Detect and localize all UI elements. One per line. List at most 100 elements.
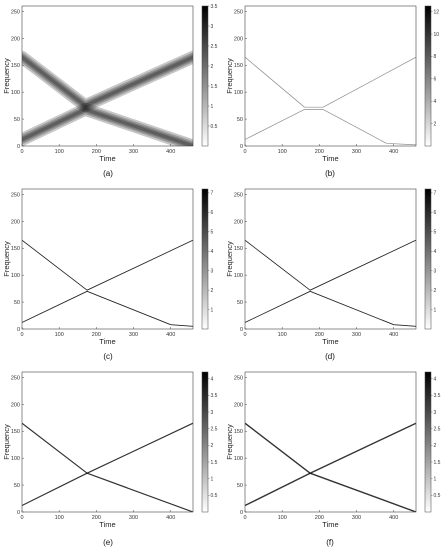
colorbar-tick-label: 2.5 <box>434 426 441 432</box>
x-tick-label: 100 <box>278 515 287 521</box>
y-tick-label: 0 <box>240 510 243 516</box>
y-tick-label: 250 <box>234 192 243 198</box>
x-tick-label: 400 <box>389 332 398 338</box>
ridge-2 <box>245 290 416 327</box>
colorbar-tick-label: 4 <box>434 99 437 105</box>
panel-caption-b: (b) <box>325 169 335 178</box>
plot-area <box>22 372 193 512</box>
y-tick-label: 250 <box>11 192 20 198</box>
colorbar-tick-label: 1.5 <box>211 84 218 90</box>
y-tick-label: 50 <box>14 300 20 306</box>
y-axis-label: Frequency <box>2 58 11 94</box>
y-tick-label: 100 <box>234 90 243 96</box>
x-tick-label: 300 <box>352 149 361 155</box>
colorbar-tick-label: 0.5 <box>434 493 441 499</box>
y-tick-label: 150 <box>234 429 243 435</box>
y-tick-label: 50 <box>237 300 243 306</box>
y-tick-label: 150 <box>234 63 243 69</box>
y-tick-label: 100 <box>234 456 243 462</box>
colorbar-tick-label: 4 <box>434 249 437 255</box>
colorbar-tick-label: 0.5 <box>211 124 218 130</box>
colorbar-tick-label: 2 <box>211 288 214 294</box>
y-tick-label: 200 <box>11 36 20 42</box>
x-tick-label: 300 <box>129 149 138 155</box>
x-axis-label: Time <box>322 154 338 163</box>
y-tick-label: 200 <box>234 36 243 42</box>
ridge-2 <box>245 422 416 507</box>
y-tick-label: 50 <box>14 483 20 489</box>
plot-frame <box>244 188 417 330</box>
plot-frame <box>244 5 417 147</box>
x-tick-label: 100 <box>278 332 287 338</box>
y-tick-label: 100 <box>234 273 243 279</box>
colorbar-tick-label: 12 <box>434 9 440 15</box>
colorbar-tick-label: 1 <box>211 307 214 313</box>
panel-caption-a: (a) <box>103 169 113 178</box>
colorbar-tick-label: 1 <box>434 476 437 482</box>
colorbar-tick-label: 2 <box>434 443 437 449</box>
x-tick-label: 0 <box>243 515 246 521</box>
colorbar-tick-label: 0.5 <box>211 493 218 499</box>
panel-d: 0 100 200 300 400 0 50 100 150 200 250 Time Frequenc… <box>225 188 437 346</box>
plot-frame <box>244 371 417 513</box>
y-tick-label: 0 <box>240 144 243 150</box>
panel-e: 0 100 200 300 400 0 50 100 150 200 250 Time Frequenc… <box>2 371 218 529</box>
y-tick-label: 0 <box>17 327 20 333</box>
ridge-layer <box>245 422 416 512</box>
x-axis-label: Time <box>322 337 338 346</box>
colorbar-tick-label: 2 <box>211 443 214 449</box>
x-tick-label: 100 <box>278 149 287 155</box>
y-tick-label: 200 <box>234 402 243 408</box>
colorbar-tick-label: 4 <box>211 376 214 382</box>
x-tick-label: 200 <box>92 332 101 338</box>
colorbar-tick-label: 3.5 <box>434 393 441 399</box>
x-tick-label: 300 <box>129 332 138 338</box>
y-axis-label: Frequency <box>225 241 234 277</box>
colorbar-tick-label: 6 <box>434 77 437 83</box>
colorbar-tick-label: 6 <box>434 210 437 216</box>
y-tick-label: 0 <box>17 144 20 150</box>
colorbar-tick-label: 3 <box>211 268 214 274</box>
x-tick-label: 0 <box>243 332 246 338</box>
colorbar <box>424 5 432 147</box>
y-tick-label: 50 <box>237 117 243 123</box>
plot-area <box>22 6 193 146</box>
plot-frame <box>21 371 194 513</box>
y-tick-label: 250 <box>234 9 243 15</box>
plot-frame <box>21 5 194 147</box>
ridge-1 <box>245 56 416 108</box>
colorbar-tick-label: 6 <box>211 210 214 216</box>
x-tick-label: 300 <box>352 515 361 521</box>
ridge-layer <box>245 239 416 327</box>
colorbar-tick-label: 3 <box>211 410 214 416</box>
colorbar-tick-label: 2 <box>434 288 437 294</box>
colorbar <box>201 188 209 330</box>
ridge-1 <box>245 239 416 291</box>
colorbar-tick-label: 7 <box>211 191 214 197</box>
colorbar-tick-label: 3 <box>434 268 437 274</box>
x-tick-label: 100 <box>55 332 64 338</box>
x-tick-label: 300 <box>129 515 138 521</box>
colorbar-tick-label: 7 <box>434 191 437 197</box>
colorbar <box>201 5 209 147</box>
plot-area <box>245 372 416 512</box>
colorbar-tick-label: 5 <box>211 230 214 236</box>
x-tick-label: 400 <box>389 149 398 155</box>
x-tick-label: 0 <box>20 149 23 155</box>
y-axis-label: Frequency <box>2 241 11 277</box>
x-tick-label: 400 <box>166 515 175 521</box>
y-tick-label: 150 <box>11 63 20 69</box>
ridge-1-layer-4 <box>22 55 193 108</box>
panel-caption-d: (d) <box>325 352 335 361</box>
x-tick-label: 200 <box>92 149 101 155</box>
panel-a: 0 100 200 300 400 0 50 100 150 200 250 Time Frequenc… <box>2 4 218 163</box>
colorbar-tick-label: 1 <box>434 307 437 313</box>
y-tick-label: 150 <box>234 246 243 252</box>
colorbar <box>201 371 209 513</box>
x-tick-label: 200 <box>315 332 324 338</box>
ridge-2-layer-1 <box>22 102 193 146</box>
x-tick-label: 200 <box>315 515 324 521</box>
y-tick-label: 0 <box>240 327 243 333</box>
colorbar-tick-label: 2 <box>211 64 214 70</box>
ridge-layer <box>245 56 416 146</box>
